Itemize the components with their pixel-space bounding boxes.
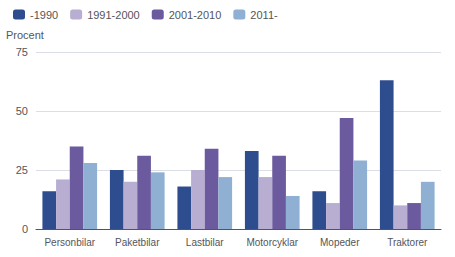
svg-text:0: 0 — [22, 223, 28, 235]
svg-text:75: 75 — [16, 46, 28, 58]
svg-text:Mopeder: Mopeder — [320, 237, 360, 248]
svg-text:2011-: 2011- — [250, 9, 278, 21]
svg-text:Procent: Procent — [6, 29, 44, 41]
svg-text:2001-2010: 2001-2010 — [169, 9, 222, 21]
svg-text:Personbilar: Personbilar — [44, 237, 95, 248]
svg-text:25: 25 — [16, 164, 28, 176]
svg-text:1991-2000: 1991-2000 — [87, 9, 140, 21]
svg-text:50: 50 — [16, 105, 28, 117]
svg-text:Lastbilar: Lastbilar — [186, 237, 224, 248]
svg-text:-1990: -1990 — [30, 9, 58, 21]
svg-text:Paketbilar: Paketbilar — [115, 237, 160, 248]
svg-text:Motorcyklar: Motorcyklar — [246, 237, 298, 248]
svg-text:Traktorer: Traktorer — [387, 237, 428, 248]
